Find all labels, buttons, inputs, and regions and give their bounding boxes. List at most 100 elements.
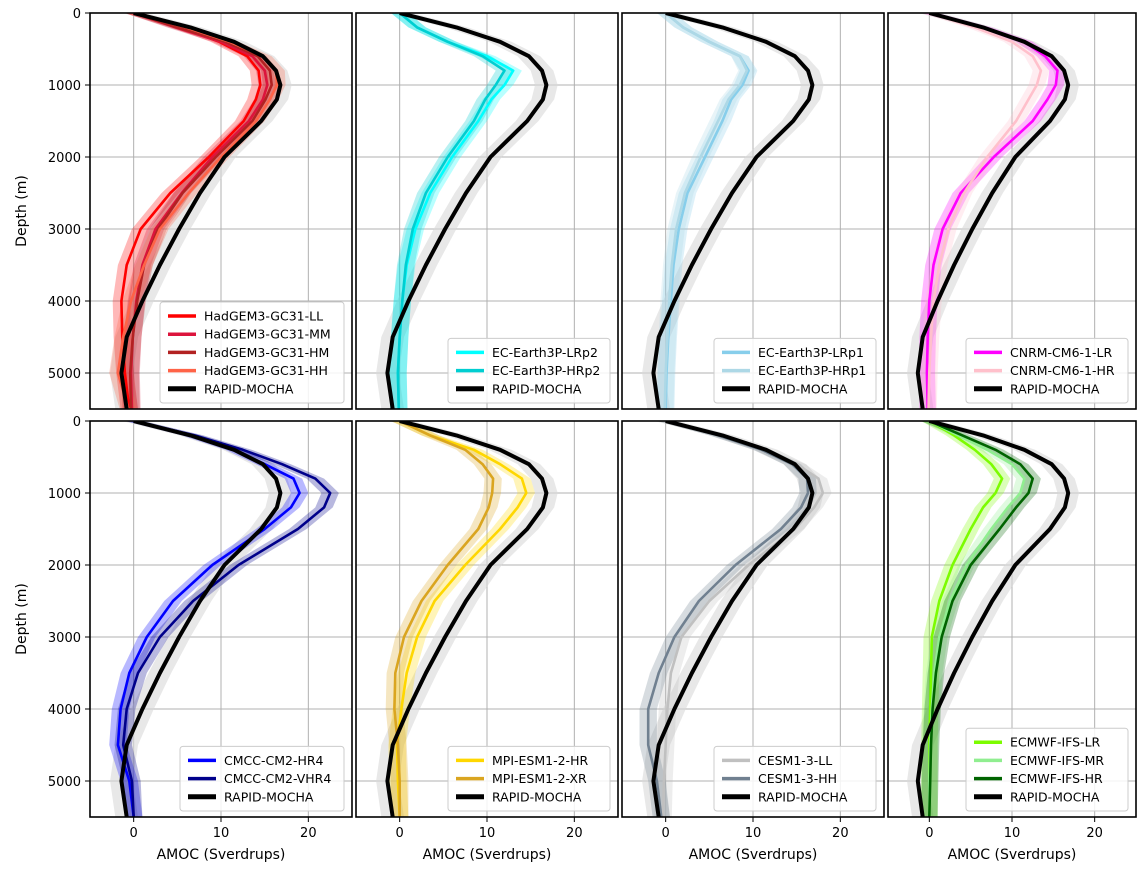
x-axis-label: AMOC (Sverdrups)	[948, 847, 1077, 863]
panel: 0 10 20 AMOC (Sverdrups) CESM1-3-LL CESM1-3-H…	[621, 420, 885, 863]
legend-label: HadGEM3-GC31-HM	[204, 345, 329, 360]
plot-area	[376, 13, 558, 409]
y-tick-label: 1000	[48, 79, 81, 94]
legend-frame	[447, 745, 611, 812]
legend: CMCC-CM2-HR4 CMCC-CM2-VHR4 RAPID-MOCHA	[179, 745, 345, 812]
legend-label: HadGEM3-GC31-LL	[204, 309, 323, 324]
y-tick-label: 4000	[48, 295, 81, 310]
x-tick-label: 10	[745, 826, 762, 841]
panel: EC-Earth3P-LRp2 EC-Earth3P-HRp2 RAPID-MOCH…	[355, 12, 619, 410]
legend-label: CNRM-CM6-1-HR	[1010, 363, 1115, 378]
legend: EC-Earth3P-LRp1 EC-Earth3P-HRp1 RAPID-MOCH…	[713, 337, 877, 404]
y-tick-label: 0	[73, 415, 81, 430]
rapid-mocha-line	[119, 13, 283, 409]
x-axis-label: AMOC (Sverdrups)	[423, 847, 552, 863]
plot-area	[907, 421, 1079, 817]
rapid-mocha-band	[907, 421, 1079, 817]
series-band	[654, 421, 832, 817]
x-tick-label: 20	[1086, 826, 1103, 841]
series-band	[112, 13, 269, 409]
legend-label: CESM1-3-LL	[758, 753, 832, 768]
plot-area	[109, 421, 339, 817]
rapid-mocha-line	[651, 13, 815, 409]
rapid-mocha-band	[376, 13, 558, 409]
rapid-mocha-band	[376, 421, 558, 817]
legend-label: MPI-ESM1-2-HR	[492, 753, 588, 768]
series-band	[122, 13, 276, 409]
legend-label: EC-Earth3P-LRp2	[492, 345, 598, 360]
legend-frame	[159, 301, 345, 404]
plot-area	[639, 421, 832, 817]
y-axis-label: Depth (m)	[14, 583, 30, 655]
panel: CNRM-CM6-1-LR CNRM-CM6-1-HR RAPID-MOCHA	[887, 12, 1137, 410]
series-line	[121, 421, 332, 817]
x-tick-label: 10	[213, 826, 230, 841]
series-band	[918, 13, 1066, 409]
legend-label: ECMWF-IFS-HR	[1010, 771, 1103, 786]
legend-label: RAPID-MOCHA	[492, 789, 582, 804]
y-axis-label: Depth (m)	[14, 175, 30, 247]
legend: EC-Earth3P-LRp2 EC-Earth3P-HRp2 RAPID-MOCH…	[447, 337, 611, 404]
series-band	[920, 13, 1050, 409]
legend-label: RAPID-MOCHA	[204, 381, 294, 396]
series-band	[389, 13, 522, 409]
legend-label: EC-Earth3P-HRp2	[492, 363, 600, 378]
legend-label: MPI-ESM1-2-XR	[492, 771, 587, 786]
legend-frame	[965, 727, 1129, 812]
series-band	[109, 13, 286, 409]
series-line	[393, 421, 495, 817]
y-tick-label: 3000	[48, 223, 81, 238]
panel: 0 10 20 AMOC (Sverdrups) MPI-ESM1-2-HR MPI-ES…	[355, 420, 619, 863]
legend-frame	[713, 745, 877, 812]
series-band	[656, 13, 756, 409]
y-tick-label: 1000	[48, 487, 81, 502]
legend-label: RAPID-MOCHA	[1010, 789, 1100, 804]
legend: CESM1-3-LL CESM1-3-HH RAPID-MOCHA	[713, 745, 877, 812]
legend-label: CMCC-CM2-HR4	[224, 753, 324, 768]
y-tick-label: 2000	[48, 151, 81, 166]
rapid-mocha-line	[119, 421, 283, 817]
legend-frame	[179, 745, 345, 812]
legend-label: CMCC-CM2-VHR4	[224, 771, 331, 786]
legend: ECMWF-IFS-LR ECMWF-IFS-MR ECMWF-IFS-HR RAPI…	[965, 727, 1129, 812]
y-tick-label: 5000	[48, 367, 81, 382]
plot-area	[907, 13, 1079, 409]
series-band	[389, 13, 514, 409]
legend-label: RAPID-MOCHA	[1010, 381, 1100, 396]
series-band	[656, 13, 758, 409]
series-band	[121, 13, 281, 409]
rapid-mocha-line	[385, 421, 549, 817]
legend: CNRM-CM6-1-LR CNRM-CM6-1-HR RAPID-MOCHA	[965, 337, 1129, 404]
x-tick-label: 10	[479, 826, 496, 841]
rapid-mocha-band	[642, 13, 824, 409]
y-tick-label: 3000	[48, 631, 81, 646]
x-tick-label: 20	[566, 826, 583, 841]
x-tick-label: 0	[396, 826, 404, 841]
panel-frame	[887, 12, 1137, 410]
panel-frame	[621, 12, 885, 410]
series-band	[388, 421, 535, 817]
legend-label: ECMWF-IFS-LR	[1010, 735, 1101, 750]
series-band	[921, 421, 1041, 817]
panel: 0 10 20 0 1000 2000 3000 4000 5000 Depth (m) AMOC …	[14, 415, 353, 863]
legend-label: RAPID-MOCHA	[224, 789, 314, 804]
x-tick-label: 0	[925, 826, 933, 841]
rapid-mocha-band	[642, 421, 824, 817]
legend-frame	[965, 337, 1129, 404]
series-band	[921, 421, 1033, 817]
rapid-mocha-line	[915, 421, 1071, 817]
y-tick-label: 4000	[48, 703, 81, 718]
legend-frame	[713, 337, 877, 404]
legend-label: CESM1-3-HH	[758, 771, 837, 786]
x-tick-label: 20	[300, 826, 317, 841]
y-tick-label: 0	[73, 7, 81, 22]
legend-frame	[447, 337, 611, 404]
rapid-mocha-line	[651, 421, 815, 817]
y-tick-label: 2000	[48, 559, 81, 574]
rapid-mocha-band	[110, 421, 292, 817]
legend: HadGEM3-GC31-LL HadGEM3-GC31-MM HadGEM3-GC…	[159, 301, 345, 404]
legend-label: RAPID-MOCHA	[758, 381, 848, 396]
y-tick-label: 5000	[48, 775, 81, 790]
x-axis-label: AMOC (Sverdrups)	[157, 847, 286, 863]
